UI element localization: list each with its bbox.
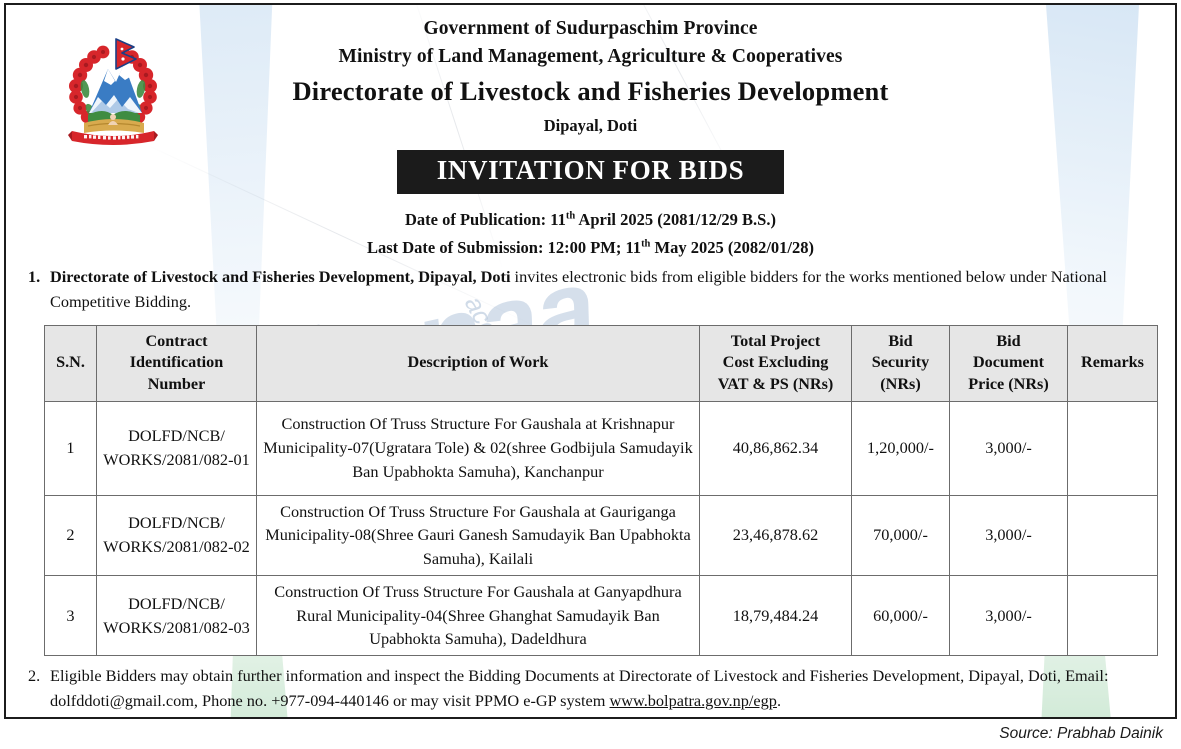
clause-2-number: 2.	[28, 666, 41, 686]
row-contract-id-l2: WORKS/2081/082-01	[103, 450, 250, 470]
row-contract-id: DOLFD/NCB/ WORKS/2081/082-02	[96, 494, 257, 576]
header-contract-id-l3: Number	[147, 374, 206, 393]
clause-2-text: Eligible Bidders may obtain further info…	[50, 666, 1109, 710]
row-bid-doc-price: 3,000/-	[949, 574, 1068, 657]
header-total-cost-l2: Cost Excluding	[722, 353, 829, 372]
clause-1-number: 1.	[28, 267, 41, 286]
row-bid-security: 70,000/-	[851, 494, 950, 576]
row-contract-id-l2: WORKS/2081/082-02	[103, 537, 250, 557]
government-line: Government of Sudurpaschim Province	[423, 18, 758, 39]
header-bid-security-l2: Security	[871, 353, 930, 372]
table-row: 1 DOLFD/NCB/ WORKS/2081/082-01 Construct…	[44, 400, 1158, 496]
row-contract-id-l1: DOLFD/NCB/	[128, 513, 225, 533]
header-contract-id: Contract Identification Number	[96, 324, 257, 402]
header-bid-doc-price-l1: Bid	[996, 331, 1021, 350]
header-description: Description of Work	[256, 324, 700, 402]
last-date-of-submission: Last Date of Submission: 12:00 PM; 11th …	[6, 235, 1175, 261]
document-header: Government of Sudurpaschim Province Mini…	[6, 15, 1175, 261]
row-bid-doc-price: 3,000/-	[949, 400, 1068, 496]
row-contract-id: DOLFD/NCB/ WORKS/2081/082-01	[96, 400, 257, 496]
row-sn: 1	[44, 400, 97, 496]
clause-1-bold: Directorate of Livestock and Fisheries D…	[50, 267, 511, 286]
source-attribution: Source: Prabhab Dainik	[999, 725, 1163, 742]
header-total-cost-l3: VAT & PS (NRs)	[717, 374, 834, 393]
row-bid-security: 60,000/-	[851, 574, 950, 657]
header-bid-doc-price-l3: Price (NRs)	[968, 374, 1049, 393]
row-bid-security: 1,20,000/-	[851, 400, 950, 496]
header-bid-doc-price: Bid Document Price (NRs)	[949, 324, 1068, 402]
row-remarks	[1067, 400, 1158, 496]
document-page: suchanaa access local news	[4, 3, 1177, 719]
header-bid-security-l1: Bid	[888, 331, 913, 350]
header-bid-security: Bid Security (NRs)	[851, 324, 950, 402]
header-total-cost-l1: Total Project	[730, 331, 821, 350]
invitation-for-bids-banner: INVITATION FOR BIDS	[396, 150, 785, 194]
egp-portal-link[interactable]: www.bolpatra.gov.np/egp	[609, 690, 777, 710]
row-contract-id: DOLFD/NCB/ WORKS/2081/082-03	[96, 574, 257, 657]
row-contract-id-l2: WORKS/2081/082-03	[103, 617, 250, 637]
clause-1-body: Directorate of Livestock and Fisheries D…	[28, 265, 1155, 315]
header-bid-doc-price-l2: Document	[972, 353, 1045, 372]
ministry-line: Ministry of Land Management, Agriculture…	[338, 45, 843, 67]
clause-2-body: Eligible Bidders may obtain further info…	[28, 664, 1155, 714]
nepal-emblem-logo	[58, 29, 168, 147]
date-publication-superscript: th	[565, 210, 576, 222]
header-remarks-text: Remarks	[1081, 353, 1144, 372]
row-contract-id-l1: DOLFD/NCB/	[128, 593, 225, 613]
header-total-cost: Total Project Cost Excluding VAT & PS (N…	[699, 324, 852, 402]
table-row: 2 DOLFD/NCB/ WORKS/2081/082-02 Construct…	[44, 494, 1158, 576]
header-contract-id-l1: Contract	[145, 331, 208, 350]
row-description: Construction Of Truss Structure For Gaus…	[256, 494, 700, 576]
date-submission-rest: May 2025 (2082/01/28)	[650, 238, 815, 258]
bids-table: S.N. Contract Identification Number Desc…	[44, 324, 1158, 657]
header-sn-text: S.N.	[56, 353, 85, 372]
header-sn: S.N.	[44, 324, 97, 402]
row-remarks	[1067, 494, 1158, 576]
date-publication-label: Date of Publication: 11	[405, 209, 566, 229]
date-submission-label: Last Date of Submission: 12:00 PM; 11	[366, 238, 642, 258]
date-submission-superscript: th	[641, 238, 651, 250]
row-sn: 3	[44, 574, 97, 657]
date-of-publication: Date of Publication: 11th April 2025 (20…	[6, 207, 1175, 233]
clause-1-rest: invites electronic bids from eligible bi…	[50, 267, 1107, 311]
date-publication-rest: April 2025 (2081/12/29 B.S.)	[575, 209, 776, 229]
table-row: 3 DOLFD/NCB/ WORKS/2081/082-03 Construct…	[44, 574, 1158, 657]
row-sn: 2	[44, 494, 97, 576]
clause-2-text-after: .	[776, 690, 782, 710]
table-header-row: S.N. Contract Identification Number Desc…	[44, 324, 1158, 402]
clause-2: 2. Eligible Bidders may obtain further i…	[28, 664, 1155, 714]
header-bid-security-l3: (NRs)	[880, 374, 921, 393]
place-line: Dipayal, Doti	[543, 115, 638, 135]
row-total-cost: 23,46,878.62	[699, 494, 852, 576]
clause-1: 1. Directorate of Livestock and Fisherie…	[28, 265, 1155, 315]
row-remarks	[1067, 574, 1158, 657]
row-total-cost: 40,86,862.34	[699, 400, 852, 496]
row-contract-id-l1: DOLFD/NCB/	[128, 426, 225, 446]
header-contract-id-l2: Identification	[129, 353, 224, 372]
header-remarks: Remarks	[1067, 324, 1158, 402]
row-description: Construction Of Truss Structure For Gaus…	[256, 400, 700, 496]
header-description-text: Description of Work	[407, 353, 549, 372]
directorate-line: Directorate of Livestock and Fisheries D…	[292, 75, 889, 106]
row-total-cost: 18,79,484.24	[699, 574, 852, 657]
row-description: Construction Of Truss Structure For Gaus…	[256, 574, 700, 657]
invitation-banner-wrap: INVITATION FOR BIDS	[6, 150, 1175, 194]
row-bid-doc-price: 3,000/-	[949, 494, 1068, 576]
